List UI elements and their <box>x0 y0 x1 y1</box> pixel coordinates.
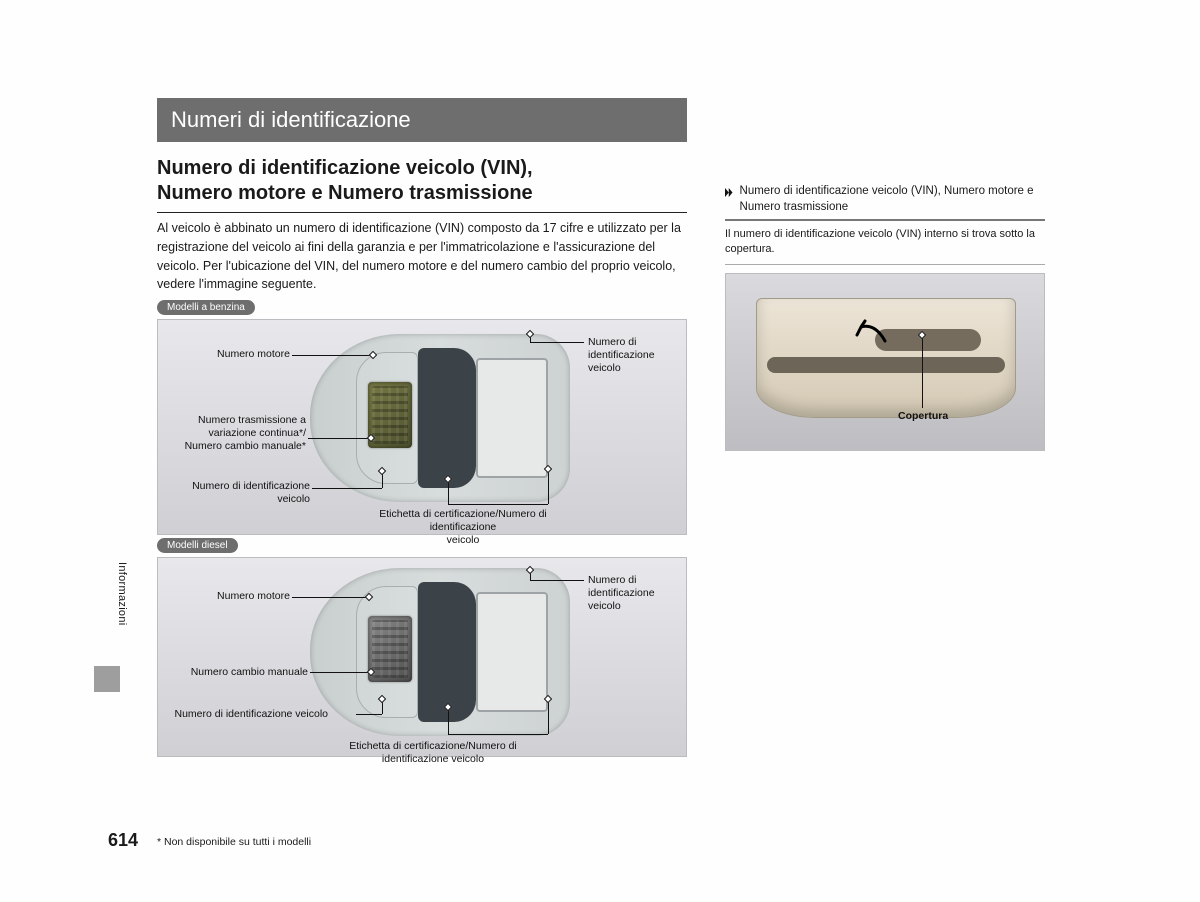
tag-benzina: Modelli a benzina <box>157 300 255 315</box>
callout-trasmissione: Numero trasmissione a variazione continu… <box>158 414 306 453</box>
heading-line2: Numero motore e Numero trasmissione <box>157 182 533 204</box>
txt: Numero cambio manuale* <box>185 440 306 452</box>
callout-vin-top-right-diesel: Numero di identificazione veicolo <box>588 574 655 613</box>
callout-numero-motore: Numero motore <box>170 348 290 361</box>
txt: veicolo <box>277 493 310 505</box>
page-number: 614 <box>108 830 138 851</box>
leader <box>448 708 449 734</box>
sidebar-note-title: Numero di identificazione veicolo (VIN),… <box>740 184 1045 215</box>
heading-line1: Numero di identificazione veicolo (VIN), <box>157 157 533 179</box>
sidebar-note-header: Numero di identificazione veicolo (VIN),… <box>725 184 1045 221</box>
callout-vin-bottom-left: Numero di identificazione veicolo <box>158 480 310 506</box>
leader <box>292 355 370 356</box>
callout-cert-diesel: Etichetta di certificazione/Numero di id… <box>348 740 518 766</box>
leader <box>922 336 923 408</box>
double-chevron-icon <box>725 187 736 199</box>
sidebar-column: Numero di identificazione veicolo (VIN),… <box>725 148 1045 757</box>
intro-paragraph: Al veicolo è abbinato un numero di ident… <box>157 219 687 294</box>
leader <box>448 504 548 505</box>
leader <box>356 714 382 715</box>
txt: identificazione <box>588 349 655 361</box>
txt: veicolo <box>588 362 621 374</box>
leader <box>548 700 549 734</box>
lift-arrow-icon <box>855 319 891 345</box>
sidebar-note-body: Il numero di identificazione veicolo (VI… <box>725 227 1045 265</box>
leader <box>530 342 584 343</box>
callout-cert-benzina: Etichetta di certificazione/Numero di id… <box>378 508 548 547</box>
trunk-floor <box>756 298 1016 418</box>
car-topview-diesel <box>310 568 570 736</box>
leader <box>292 597 366 598</box>
callout-copertura: Copertura <box>898 410 948 423</box>
txt: Numero di identificazione <box>192 480 310 492</box>
leader <box>530 580 584 581</box>
figure-diesel: Numero motore Numero di identificazione … <box>157 557 687 757</box>
callout-vin-top-right: Numero di identificazione veicolo <box>588 336 655 375</box>
callout-cambio-manuale: Numero cambio manuale <box>158 666 308 679</box>
txt: veicolo <box>588 600 621 612</box>
txt: Numero di <box>588 336 636 348</box>
leader <box>448 480 449 504</box>
main-column: Numero di identificazione veicolo (VIN),… <box>157 148 687 757</box>
leader <box>548 470 549 504</box>
leader <box>310 672 368 673</box>
chapter-title-bar: Numeri di identificazione <box>157 98 687 142</box>
txt: Etichetta di certificazione/Numero di id… <box>379 508 547 533</box>
txt: Numero trasmissione a <box>198 414 306 426</box>
leader <box>448 734 548 735</box>
section-heading: Numero di identificazione veicolo (VIN),… <box>157 148 687 213</box>
callout-numero-motore-diesel: Numero motore <box>170 590 290 603</box>
section-tab-informazioni: Informazioni <box>116 562 128 626</box>
txt: veicolo <box>447 534 480 546</box>
section-tab-block <box>94 666 120 692</box>
figure-copertura: Copertura <box>725 273 1045 451</box>
leader <box>312 488 382 489</box>
page-content: Numeri di identificazione Numero di iden… <box>157 98 1087 840</box>
txt: variazione continua*/ <box>209 427 306 439</box>
callout-vin-bottom-left-diesel: Numero di identificazione veicolo <box>158 708 328 721</box>
txt: Numero di <box>588 574 636 586</box>
figure-benzina: Numero motore Numero di identificazione … <box>157 319 687 535</box>
leader <box>308 438 368 439</box>
tag-diesel: Modelli diesel <box>157 538 238 553</box>
txt: identificazione <box>588 587 655 599</box>
car-topview-benzina <box>310 334 570 502</box>
